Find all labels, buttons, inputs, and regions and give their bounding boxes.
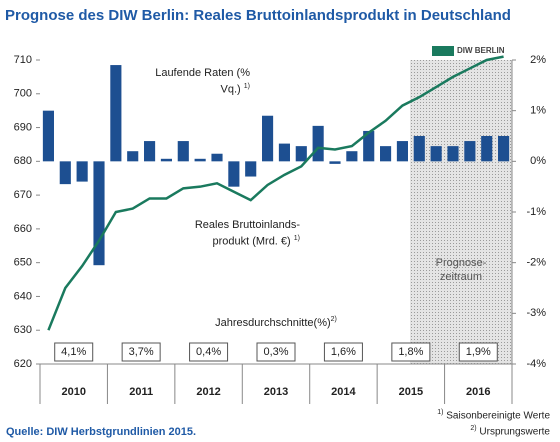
forecast-region — [410, 60, 512, 364]
bar — [329, 161, 341, 164]
y-tick-label: 670 — [14, 189, 32, 201]
x-tick-label: 2011 — [129, 386, 153, 398]
line-series-label: Reales Bruttoinlands-produkt (Mrd. €) 1) — [194, 219, 300, 248]
bar — [42, 110, 54, 162]
bar — [363, 130, 375, 162]
x-tick-label: 2012 — [196, 386, 220, 398]
y-tick-label: 680 — [14, 155, 32, 167]
average-box — [391, 342, 431, 362]
y-tick-label: 660 — [14, 223, 32, 235]
bar — [481, 136, 493, 162]
y2-tick-label: -2% — [526, 257, 546, 269]
bar — [228, 161, 240, 187]
footnote: 2) Ursprungswerte — [470, 425, 550, 438]
average-box — [54, 342, 94, 362]
y2-tick-label: -3% — [526, 307, 546, 319]
y-tick-label: 620 — [14, 358, 32, 370]
footnotes: 1) Saisonbereinigte Werte 2) Ursprungswe… — [437, 406, 550, 439]
bar — [160, 158, 172, 162]
averages-title: Jahresdurchschnitte(%)2) — [215, 316, 337, 329]
x-tick-label: 2016 — [466, 386, 490, 398]
average-label: 3,7% — [129, 346, 154, 358]
average-label: 0,4% — [196, 346, 221, 358]
y-tick-label: 700 — [14, 88, 32, 100]
x-tick-label: 2015 — [399, 386, 423, 398]
bar — [464, 141, 476, 162]
bar — [396, 141, 408, 162]
average-box — [189, 342, 229, 362]
average-label: 0,3% — [263, 346, 288, 358]
y-tick-label: 690 — [14, 121, 32, 133]
bar — [312, 125, 324, 162]
bar — [211, 153, 223, 162]
y2-tick-label: 1% — [530, 105, 546, 117]
logo-mark — [432, 46, 454, 56]
y-tick-label: 650 — [14, 257, 32, 269]
forecast-label: Prognose-zeitraum — [435, 257, 487, 283]
y-tick-label: 640 — [14, 290, 32, 302]
bar — [278, 143, 290, 162]
chart-title: Prognose des DIW Berlin: Reales Bruttoin… — [5, 7, 511, 24]
bar-series-label: Laufende Raten (% Vq.) 1) — [155, 67, 250, 96]
bar — [76, 161, 88, 182]
y2-tick-label: -1% — [526, 206, 546, 218]
average-label: 4,1% — [61, 346, 86, 358]
bar — [430, 146, 442, 162]
y2-tick-label: 0% — [530, 155, 546, 167]
average-label: 1,6% — [331, 346, 356, 358]
average-box — [256, 342, 296, 362]
bar — [380, 146, 392, 162]
footnote: 1) Saisonbereinigte Werte — [437, 409, 550, 422]
y2-tick-label: 2% — [530, 54, 546, 66]
average-box — [458, 342, 498, 362]
average-box — [121, 342, 161, 362]
bar — [177, 141, 189, 162]
bar — [127, 151, 139, 162]
y2-tick-label: -4% — [526, 358, 546, 370]
bar — [498, 136, 510, 162]
average-label: 1,9% — [466, 346, 491, 358]
bar — [144, 141, 156, 162]
x-tick-label: 2010 — [61, 386, 85, 398]
average-label: 1,8% — [398, 346, 423, 358]
bar — [346, 151, 358, 162]
bar — [110, 65, 122, 162]
bar — [245, 161, 257, 177]
bar — [295, 146, 307, 162]
x-tick-label: 2014 — [331, 386, 356, 398]
y-tick-label: 710 — [14, 54, 32, 66]
source: Quelle: DIW Herbstgrundlinien 2015. — [6, 426, 197, 438]
bar — [413, 136, 425, 162]
bar — [93, 161, 105, 266]
bar — [262, 115, 274, 162]
logo: DIW BERLIN — [457, 46, 505, 55]
average-box — [323, 342, 363, 362]
bar — [447, 146, 459, 162]
line — [47, 55, 504, 331]
x-tick-label: 2013 — [264, 386, 288, 398]
y-tick-label: 630 — [14, 324, 32, 336]
bar — [194, 158, 206, 162]
bar — [59, 161, 71, 185]
